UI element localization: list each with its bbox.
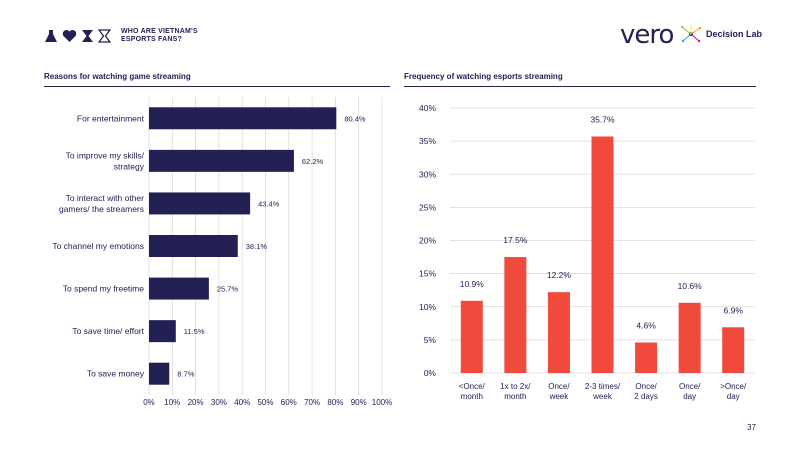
category-label: To save time/ effort: [72, 326, 144, 336]
category-label: To interact with other: [66, 193, 145, 203]
bar: [635, 342, 658, 373]
x-tick-label: 70%: [304, 398, 320, 407]
data-label: 25.7%: [217, 285, 239, 294]
x-tick-label: 30%: [211, 398, 227, 407]
y-tick-label: 0%: [424, 368, 437, 378]
category-label: Once/: [679, 382, 701, 391]
category-label: Once/: [635, 382, 657, 391]
report-title: WHO ARE VIETNAM'S ESPORTS FANS?: [121, 28, 211, 44]
y-tick-label: 35%: [419, 136, 436, 146]
bar: [678, 302, 701, 373]
y-tick-label: 10%: [419, 302, 436, 312]
hourglass-icon: [82, 30, 93, 42]
category-label: To save money: [87, 369, 145, 379]
hourglass-outline-icon: [98, 29, 111, 43]
category-label: day: [727, 392, 740, 401]
page-number: 37: [747, 423, 756, 432]
data-label: 10.6%: [678, 281, 703, 291]
category-label: To channel my emotions: [52, 241, 144, 251]
vero-logo: vero: [620, 20, 674, 50]
x-tick-label: 80%: [327, 398, 343, 407]
category-label: Once/: [548, 382, 570, 391]
y-tick-label: 20%: [419, 236, 436, 246]
frequency-bar-chart: 0% 5% 10% 15% 20% 25% 30% 35% 40% 10.9% <Once/mont…: [419, 103, 755, 401]
data-label: 43.4%: [258, 199, 280, 208]
left-chart-title: Reasons for watching game streaming: [44, 72, 191, 81]
data-label: 80.4%: [344, 114, 366, 123]
category-label: month: [504, 392, 526, 401]
x-tick-label: 60%: [281, 398, 297, 407]
bar: [547, 292, 570, 373]
category-label: week: [549, 392, 570, 401]
decision-lab-icon: [680, 25, 702, 43]
data-label: 11.5%: [184, 327, 205, 336]
x-tick-label: 90%: [351, 398, 367, 407]
category-label: strategy: [114, 161, 145, 171]
bar: [149, 277, 209, 300]
category-label: 2 days: [634, 392, 658, 401]
reasons-bar-chart: 0% 10% 20% 30% 40% 50% 60% 70% 80% 90% 100% 80.4% Fo…: [52, 97, 392, 407]
y-tick-label: 15%: [419, 269, 436, 279]
data-label: 12.2%: [547, 270, 572, 280]
data-label: 6.9%: [724, 305, 744, 315]
bar: [591, 136, 614, 373]
right-chart-title: Frequency of watching esports streaming: [404, 72, 563, 81]
category-label: month: [461, 392, 483, 401]
category-label: To spend my freetime: [63, 284, 145, 294]
category-label: day: [683, 392, 696, 401]
data-label: 38.1%: [246, 242, 268, 251]
x-tick-label: 10%: [164, 398, 180, 407]
x-tick-label: 20%: [188, 398, 204, 407]
x-tick-label: 40%: [234, 398, 250, 407]
y-tick-label: 30%: [419, 169, 436, 179]
report-title-line2: ESPORTS FANS?: [121, 36, 182, 43]
bar: [504, 257, 527, 373]
category-label: To improve my skills/: [66, 150, 145, 160]
data-label: 62.2%: [302, 157, 324, 166]
data-label: 8.7%: [177, 370, 194, 379]
category-label: week: [592, 392, 613, 401]
data-label: 4.6%: [636, 321, 656, 331]
category-label: 2-3 times/: [585, 382, 621, 391]
report-title-line1: WHO ARE VIETNAM'S: [121, 28, 198, 35]
category-label: 1x to 2x/: [500, 382, 531, 391]
data-label: 35.7%: [590, 114, 615, 124]
category-label: gamers/ the streamers: [59, 204, 144, 214]
report-logo: [44, 29, 111, 43]
decision-lab-logo: Decision Lab: [680, 24, 762, 44]
bar: [460, 300, 483, 373]
bar: [149, 235, 238, 257]
y-tick-label: 40%: [419, 103, 436, 113]
x-tick-label: 100%: [372, 398, 392, 407]
left-title-rule: [44, 86, 390, 87]
bar: [149, 362, 170, 385]
bar: [149, 192, 251, 215]
y-tick-label: 5%: [424, 335, 437, 345]
category-label: For entertainment: [77, 113, 145, 123]
x-tick-label: 50%: [257, 398, 273, 407]
category-label: >Once/: [720, 382, 747, 391]
bar: [722, 327, 745, 373]
data-label: 10.9%: [460, 279, 485, 289]
report-header: WHO ARE VIETNAM'S ESPORTS FANS?: [44, 22, 211, 50]
bar: [149, 149, 294, 172]
category-label: <Once/: [459, 382, 486, 391]
bar: [149, 107, 337, 130]
y-tick-label: 25%: [419, 202, 436, 212]
decision-lab-text: Decision Lab: [706, 29, 763, 39]
right-title-rule: [404, 86, 756, 87]
bar: [149, 320, 176, 343]
flask-icon: [45, 30, 57, 42]
x-tick-label: 0%: [143, 398, 155, 407]
data-label: 17.5%: [503, 235, 528, 245]
heart-icon: [62, 30, 77, 42]
